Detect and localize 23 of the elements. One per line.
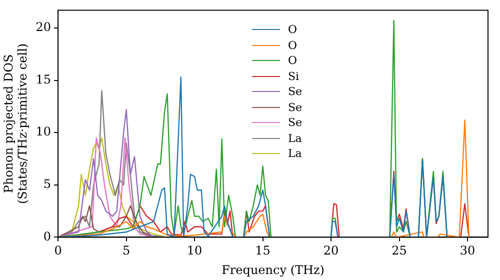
legend-label: O: [288, 22, 298, 38]
y-tick-label: 20: [36, 20, 52, 34]
legend-label: O: [288, 53, 298, 68]
y-axis-title: Phonon projected DOS (States/THz·primitive cell): [1, 43, 30, 204]
x-tick-label: 10: [186, 244, 202, 258]
x-tick-label: 25: [392, 244, 407, 258]
legend-label: Se: [288, 100, 302, 115]
x-tick-label: 0: [54, 244, 62, 258]
x-tick-label: 15: [255, 244, 270, 258]
legend-label: La: [288, 130, 302, 146]
y-tick-label: 10: [36, 124, 52, 139]
legend-label: Si: [288, 68, 300, 84]
y-tick-label: 15: [36, 72, 52, 86]
y-tick-label: 5: [43, 177, 52, 192]
y-tick-label: 0: [43, 229, 52, 244]
x-axis-title: Frequency (THz): [222, 262, 324, 277]
legend-label: O: [288, 38, 298, 53]
x-tick-label: 5: [122, 244, 130, 258]
legend-label: Se: [288, 84, 302, 100]
legend-label: Se: [288, 115, 302, 130]
legend-label: La: [288, 146, 302, 162]
x-tick-label: 30: [460, 244, 476, 258]
x-tick-label: 20: [323, 244, 339, 258]
